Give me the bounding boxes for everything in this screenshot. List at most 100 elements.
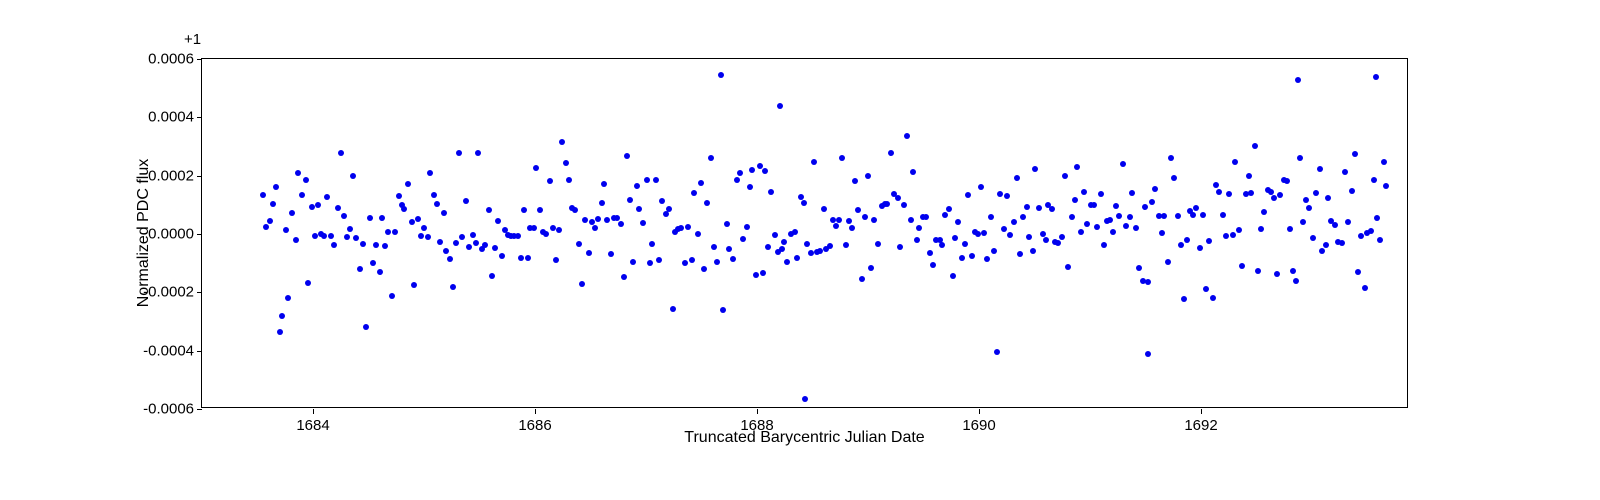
data-point — [338, 150, 344, 156]
data-point — [1323, 242, 1329, 248]
data-point — [431, 192, 437, 198]
data-point — [450, 284, 456, 290]
data-point — [260, 192, 266, 198]
data-point — [666, 206, 672, 212]
data-point — [988, 214, 994, 220]
data-point — [608, 251, 614, 257]
data-point — [792, 229, 798, 235]
data-point — [360, 241, 366, 247]
data-point — [1383, 183, 1389, 189]
data-point — [415, 216, 421, 222]
data-point — [1216, 189, 1222, 195]
data-point — [379, 215, 385, 221]
data-point — [1120, 161, 1126, 167]
data-point — [425, 234, 431, 240]
data-point — [1017, 251, 1023, 257]
data-point — [1062, 173, 1068, 179]
data-point — [1136, 265, 1142, 271]
data-point — [1161, 213, 1167, 219]
data-point — [827, 243, 833, 249]
data-point — [1248, 190, 1254, 196]
data-point — [1261, 209, 1267, 215]
data-point — [714, 259, 720, 265]
data-point — [1145, 351, 1151, 357]
data-point — [547, 178, 553, 184]
data-point — [991, 248, 997, 254]
data-point — [1184, 237, 1190, 243]
data-point — [1193, 205, 1199, 211]
data-point — [942, 212, 948, 218]
data-point — [984, 256, 990, 262]
data-point — [862, 214, 868, 220]
data-point — [525, 255, 531, 261]
data-point — [1004, 193, 1010, 199]
data-point — [1355, 269, 1361, 275]
data-point — [1210, 295, 1216, 301]
data-point — [817, 248, 823, 254]
y-axis-title: Normalized PDC flux — [135, 159, 153, 307]
data-point — [515, 233, 521, 239]
data-point — [595, 216, 601, 222]
data-point — [518, 255, 524, 261]
data-point — [784, 259, 790, 265]
data-point — [1030, 248, 1036, 254]
data-point — [811, 159, 817, 165]
data-point — [1373, 74, 1379, 80]
data-point — [718, 72, 724, 78]
data-point — [1078, 229, 1084, 235]
data-point — [1055, 240, 1061, 246]
data-point — [563, 160, 569, 166]
data-point — [299, 192, 305, 198]
data-point — [730, 256, 736, 262]
data-point — [533, 165, 539, 171]
data-point — [1069, 214, 1075, 220]
data-point — [875, 241, 881, 247]
data-point — [273, 184, 279, 190]
data-point — [846, 218, 852, 224]
data-point — [1001, 226, 1007, 232]
data-point — [1226, 191, 1232, 197]
data-point — [1113, 203, 1119, 209]
data-point — [923, 214, 929, 220]
data-point — [303, 177, 309, 183]
data-point — [279, 313, 285, 319]
data-point — [1175, 213, 1181, 219]
data-point — [1145, 279, 1151, 285]
data-point — [335, 205, 341, 211]
data-point — [868, 265, 874, 271]
data-point — [627, 197, 633, 203]
data-point — [965, 192, 971, 198]
data-point — [950, 273, 956, 279]
data-point — [543, 231, 549, 237]
chart-root: +1 0.0006 0.0004 0.0002 0.0000 -0.0002 -… — [0, 0, 1600, 500]
data-point — [1129, 190, 1135, 196]
data-point — [734, 177, 740, 183]
data-point — [1032, 166, 1038, 172]
data-point — [427, 170, 433, 176]
data-point — [649, 241, 655, 247]
data-point — [521, 207, 527, 213]
data-point — [737, 170, 743, 176]
data-point — [1352, 151, 1358, 157]
data-point — [1181, 296, 1187, 302]
data-point — [1024, 204, 1030, 210]
data-point — [1287, 226, 1293, 232]
data-point — [1374, 215, 1380, 221]
data-point — [367, 215, 373, 221]
data-point — [695, 231, 701, 237]
data-point — [373, 242, 379, 248]
data-point — [994, 349, 1000, 355]
data-point — [363, 324, 369, 330]
data-point — [1190, 212, 1196, 218]
data-point — [475, 150, 481, 156]
data-point — [704, 200, 710, 206]
data-point — [289, 210, 295, 216]
data-point — [321, 233, 327, 239]
data-point — [833, 223, 839, 229]
data-point — [437, 239, 443, 245]
data-point — [1101, 242, 1107, 248]
data-point — [1127, 214, 1133, 220]
data-point — [802, 396, 808, 402]
data-point — [1293, 278, 1299, 284]
data-point — [556, 227, 562, 233]
